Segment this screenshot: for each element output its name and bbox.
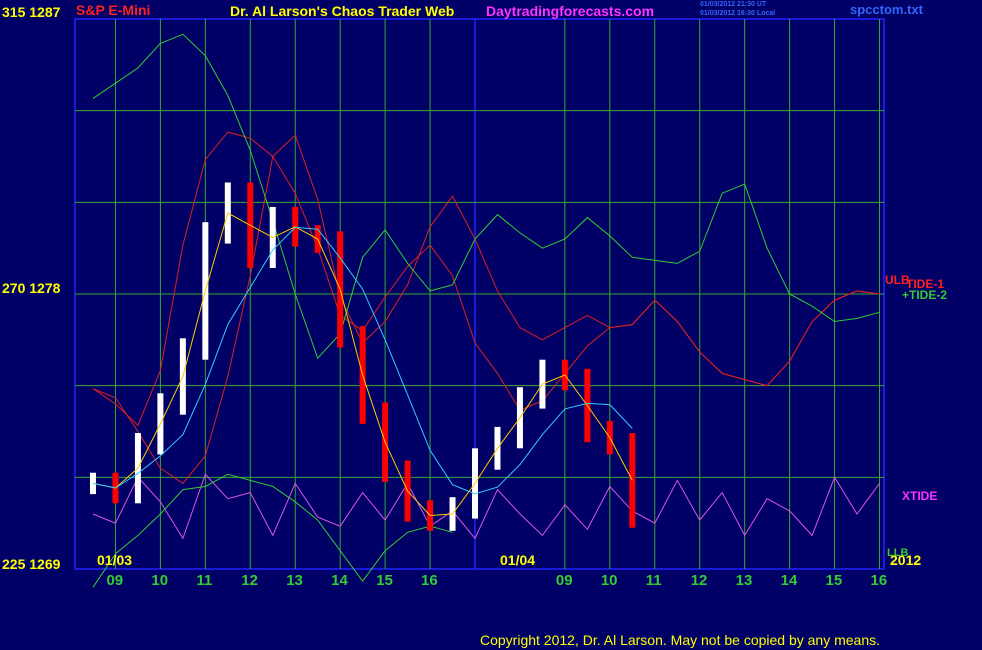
series-line-xtide xyxy=(92,473,880,540)
x-tick-label: 15 xyxy=(376,572,393,589)
axis-label-top: 315 1287 xyxy=(2,4,61,20)
x-tick-label: 12 xyxy=(690,572,708,589)
x-tick-label: 13 xyxy=(735,572,753,589)
timestamp-ut: 01/03/2012 21:30 UT xyxy=(700,1,767,8)
x-tick-label: 12 xyxy=(241,572,258,589)
x-tick-label: 15 xyxy=(825,572,843,589)
filename-label: spcctom.txt xyxy=(850,2,923,17)
price-bar xyxy=(89,472,96,495)
website-label[interactable]: Daytradingforecasts.com xyxy=(486,3,655,19)
moving-average-short xyxy=(92,212,633,517)
copyright-notice: Copyright 2012, Dr. Al Larson. May not b… xyxy=(480,632,881,648)
series-line-ulb xyxy=(92,131,880,427)
x-tick-label: 14 xyxy=(780,572,798,589)
series-label-ulb: ULB xyxy=(885,273,910,287)
x-tick-label: 09 xyxy=(555,572,573,589)
chart-title: Dr. Al Larson's Chaos Trader Web xyxy=(230,3,455,19)
x-tick-label: 16 xyxy=(421,572,438,589)
timestamp-local: 01/03/2012 16:30 Local xyxy=(700,10,776,17)
series-label-tide1: TIDE-1 xyxy=(906,277,945,291)
series-line-tide1 xyxy=(92,134,880,485)
x-tick-label: 10 xyxy=(600,572,618,589)
date-label-0104: 01/04 xyxy=(500,552,536,568)
year-label: 2012 xyxy=(890,552,922,568)
series-label-llb: LLB xyxy=(887,547,909,559)
axis-label-middle: 270 1278 xyxy=(2,280,61,296)
series-label-xtide: XTIDE xyxy=(902,489,938,503)
x-tick-label: 11 xyxy=(645,572,662,589)
x-tick-label: 16 xyxy=(870,572,888,589)
x-tick-label: 09 xyxy=(106,572,124,589)
x-tick-label: 14 xyxy=(331,572,348,589)
series-label-tide2: +TIDE-2 xyxy=(902,288,948,302)
x-tick-label: 13 xyxy=(286,572,303,589)
moving-average-long xyxy=(92,226,633,495)
axis-label-bottom: 225 1269 xyxy=(2,556,61,572)
x-tick-label: 10 xyxy=(151,572,169,589)
series-line-tide2 xyxy=(92,33,880,360)
x-tick-label: 11 xyxy=(196,572,213,589)
date-label-0103: 01/03 xyxy=(97,552,133,568)
series-line-llb xyxy=(92,473,453,588)
symbol-label: S&P E-Mini xyxy=(76,2,151,18)
